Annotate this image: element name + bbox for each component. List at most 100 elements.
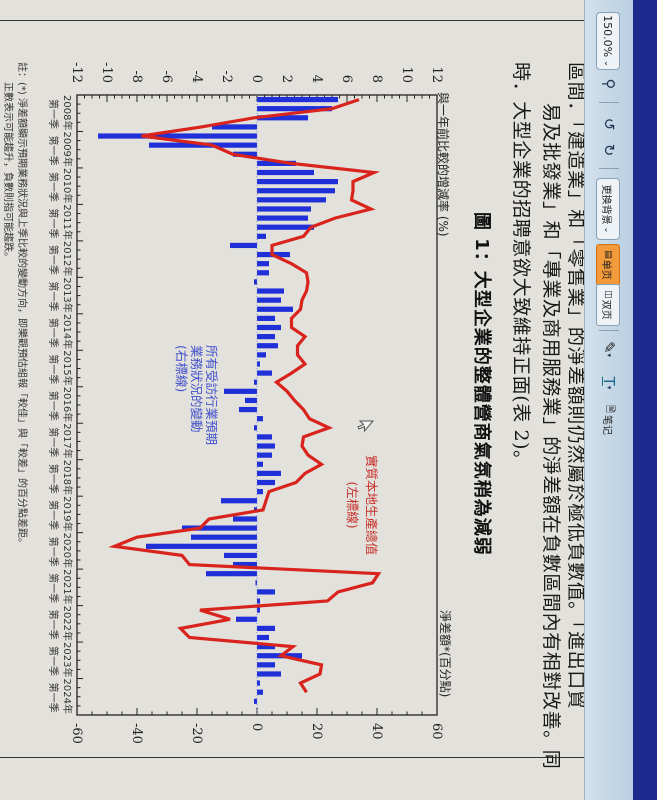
bar <box>257 224 314 230</box>
bar <box>257 470 281 476</box>
x-quarter-label: 第一季 <box>47 573 60 603</box>
bar <box>257 452 272 458</box>
bar <box>257 625 275 631</box>
bar <box>257 169 314 176</box>
bar <box>257 261 269 267</box>
x-quarter-label: 第一季 <box>47 245 60 275</box>
bar <box>257 206 311 212</box>
bar <box>146 543 257 549</box>
bar <box>257 188 335 194</box>
bar <box>257 461 263 467</box>
right-tick-label: -40 <box>129 723 144 744</box>
zoom-select[interactable]: 150.0% ⌄ <box>596 12 620 70</box>
bar <box>257 416 263 422</box>
background-label: 更换背景 <box>600 184 612 225</box>
bar <box>257 434 272 440</box>
x-year-label: 2023年 <box>61 642 74 677</box>
line-series-axis-note: (左標線) <box>345 481 360 529</box>
zoom-value: 150.0% <box>601 15 615 58</box>
double-page-icon: ◫ <box>603 290 613 299</box>
bar <box>257 315 275 321</box>
x-quarter-label: 第一季 <box>47 427 60 457</box>
bar <box>239 406 257 413</box>
bar <box>257 215 308 221</box>
reader-toolbar: 150.0% ⌄ ⚲ ↺ ↻ 更换背景 ⌄ ▤ 单页 ◫ 双页 ✎ ▾ T ▾ 🗎 … <box>584 0 633 800</box>
bar <box>257 270 269 276</box>
x-quarter-label: 第一季 <box>47 172 60 202</box>
left-tick-label: 12 <box>429 66 444 83</box>
single-page-button[interactable]: ▤ 单页 <box>596 244 620 286</box>
bar <box>257 370 272 376</box>
pen-icon[interactable]: ✎ ▾ <box>600 340 618 358</box>
left-tick-label: -2 <box>219 70 234 83</box>
right-tick-label: 40 <box>369 723 384 740</box>
x-quarter-label: 第一季 <box>47 208 60 238</box>
right-tick-label: 20 <box>309 723 324 740</box>
bar <box>257 297 281 303</box>
x-year-label: 2024年 <box>61 679 74 714</box>
x-year-label: 2020年 <box>61 533 74 568</box>
bar <box>257 288 284 294</box>
bar <box>254 425 257 431</box>
x-quarter-label: 第一季 <box>47 464 60 494</box>
x-year-label: 2014年 <box>61 314 74 349</box>
bar <box>257 233 266 239</box>
bar <box>221 498 257 504</box>
bar-series-axis-note: (右標線) <box>174 345 189 393</box>
x-quarter-label: 第一季 <box>47 646 60 676</box>
bar <box>257 479 275 486</box>
left-tick-label: 0 <box>249 75 264 83</box>
bar <box>191 534 257 540</box>
bar <box>257 96 338 103</box>
chevron-down-icon: ⌄ <box>603 226 613 234</box>
x-year-label: 2012年 <box>61 241 74 276</box>
bar <box>254 279 257 285</box>
left-tick-label: -12 <box>69 62 84 83</box>
bar <box>257 607 260 613</box>
gdp-line <box>108 98 382 694</box>
right-tick-label: 0 <box>249 723 264 731</box>
x-year-label: 2021年 <box>61 569 74 604</box>
bar <box>212 124 257 130</box>
x-year-label: 2015年 <box>61 350 74 385</box>
bar <box>257 589 275 595</box>
left-tick-label: -4 <box>189 70 204 83</box>
left-tick-label: 8 <box>369 75 384 83</box>
bar-series-name: 所有受訪行業預期業務狀況的變動 <box>189 345 219 446</box>
right-tick-label: -60 <box>69 723 84 744</box>
x-quarter-label: 第一季 <box>47 537 60 567</box>
bar <box>254 379 257 385</box>
mouse-cursor-icon <box>357 420 374 433</box>
single-page-label: 单页 <box>600 259 612 280</box>
double-page-label: 双页 <box>600 299 612 320</box>
footnote-line: 註：(*) 淨差額顯示預期業務狀況與上季比較的變動方向，即樂觀預估組報「較佳」與… <box>16 62 27 548</box>
bar <box>236 616 257 622</box>
bar <box>224 388 257 394</box>
rotate-left-icon[interactable]: ↺ <box>600 117 618 131</box>
background-select[interactable]: 更换背景 ⌄ <box>596 178 620 240</box>
chevron-down-icon: ⌄ <box>603 60 613 67</box>
bar <box>230 242 257 249</box>
bar <box>257 689 263 695</box>
left-tick-label: 2 <box>279 75 294 83</box>
left-tick-label: 4 <box>309 75 324 83</box>
bar <box>257 197 326 203</box>
notes-icon: 🗎 <box>604 404 616 414</box>
rotate-right-icon[interactable]: ↻ <box>600 143 618 157</box>
double-page-button[interactable]: ◫ 双页 <box>596 284 620 326</box>
left-tick-label: -10 <box>99 62 114 83</box>
right-tick-label: 60 <box>429 723 444 740</box>
line-series-label: 實質本地生產總值 (左標線) <box>345 450 379 560</box>
x-year-label: 2008年 <box>61 95 74 130</box>
bar <box>257 662 275 668</box>
x-quarter-label: 第一季 <box>47 99 60 129</box>
bar <box>257 343 278 349</box>
page-icon: ▤ <box>603 250 613 259</box>
notes-button[interactable]: 🗎 笔记 <box>598 400 620 440</box>
zoom-in-icon[interactable]: ⚲ <box>600 78 618 90</box>
left-tick-label: -8 <box>129 70 144 83</box>
x-year-label: 2010年 <box>61 168 74 203</box>
text-tool-icon[interactable]: T ▾ <box>600 376 618 390</box>
x-year-label: 2019年 <box>61 496 74 531</box>
